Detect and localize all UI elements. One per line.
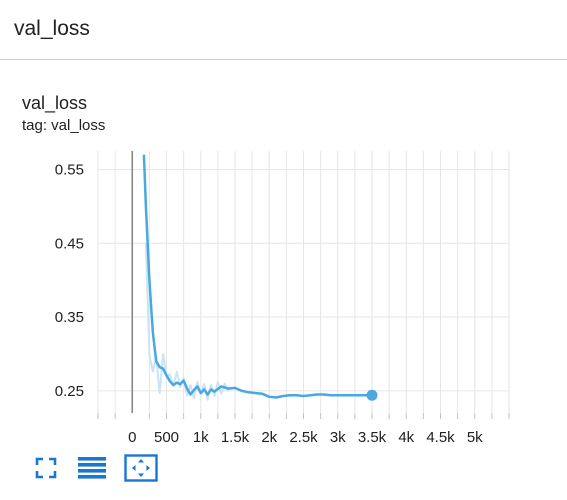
- chart-card-tag: tag: val_loss: [22, 117, 106, 134]
- chart-toolbar: [30, 452, 190, 486]
- toggle-log-scale-button[interactable]: [76, 452, 108, 484]
- section-header: val_loss: [0, 0, 567, 60]
- x-tick-label: 3.5k: [358, 429, 387, 446]
- x-tick-label: 5k: [467, 429, 483, 446]
- x-tick-label: 3k: [330, 429, 346, 446]
- lines-icon: [78, 457, 106, 479]
- val-loss-chart[interactable]: 0 500 1k 1.5k 2k 2.5k 3k 3.5k 4k 4.5k 5k 0.25 0.35 0.…: [0, 140, 567, 450]
- section-title: val_loss: [14, 17, 90, 40]
- y-tick-label: 0.45: [55, 235, 84, 252]
- x-tick-label: 0: [128, 429, 136, 446]
- expand-chart-button[interactable]: [30, 452, 62, 484]
- x-tick-label: 2k: [261, 429, 277, 446]
- y-tick-label: 0.35: [55, 309, 84, 326]
- y-tick-label: 0.55: [55, 161, 84, 178]
- x-tick-label: 1k: [193, 429, 209, 446]
- x-tick-label: 4k: [398, 429, 414, 446]
- fit-to-data-icon: [124, 454, 158, 482]
- chart-card-title: val_loss: [22, 93, 88, 113]
- x-tick-label: 2.5k: [289, 429, 318, 446]
- x-tick-label: 500: [154, 429, 179, 446]
- x-tick-label: 4.5k: [426, 429, 455, 446]
- raw-series-line: [144, 243, 230, 401]
- expand-icon: [35, 457, 57, 479]
- y-tick-label: 0.25: [55, 383, 84, 400]
- fit-domain-button[interactable]: [124, 452, 158, 484]
- last-value-point: [366, 389, 378, 401]
- x-tick-label: 1.5k: [221, 429, 250, 446]
- smoothed-series-line: [142, 154, 372, 399]
